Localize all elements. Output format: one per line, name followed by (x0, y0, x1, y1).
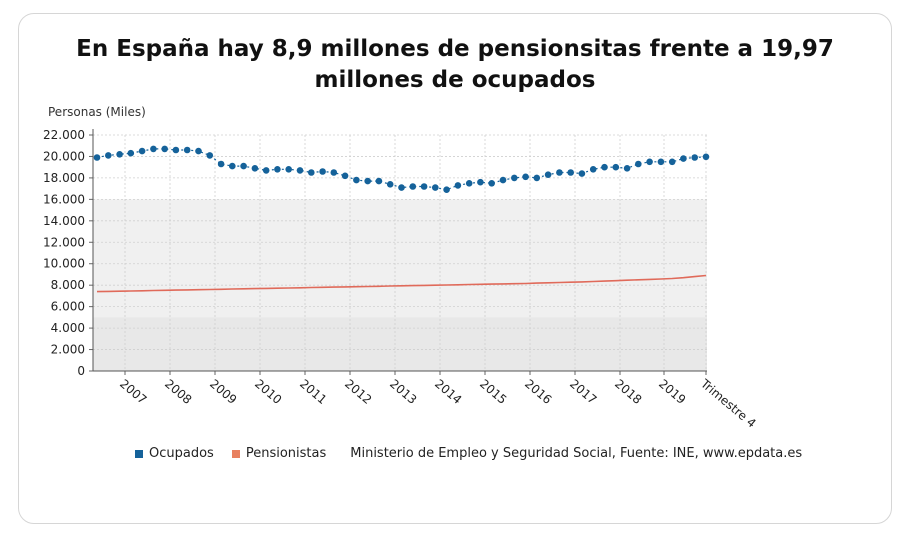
point-ocupados (127, 149, 135, 157)
point-ocupados (341, 172, 349, 180)
point-ocupados (612, 163, 620, 171)
point-ocupados (522, 173, 529, 181)
point-ocupados (556, 169, 563, 176)
legend-pensionistas[interactable]: Pensionistas (231, 446, 327, 461)
x-tick-label: 2017 (567, 377, 599, 407)
source-text: Ministerio de Empleo y Seguridad Social,… (350, 446, 803, 461)
legend-ocupados-label: Ocupados (149, 446, 214, 461)
point-ocupados (150, 145, 157, 153)
y-tick-label: 12.000 (43, 235, 85, 249)
point-ocupados (161, 145, 168, 153)
x-tick-label: Trimestre 4 (697, 376, 758, 431)
y-tick-label: 10.000 (43, 257, 85, 271)
point-ocupados (262, 167, 270, 174)
point-ocupados (578, 170, 586, 177)
x-tick-label: 2008 (162, 377, 194, 407)
point-ocupados (206, 152, 214, 159)
y-axis-label: Personas (Miles) (48, 105, 146, 119)
point-ocupados (488, 180, 496, 187)
x-tick-label: 2007 (117, 377, 149, 407)
legend-ocupados-swatch (135, 449, 143, 458)
point-ocupados (386, 181, 394, 188)
point-ocupados (544, 171, 552, 178)
point-ocupados (353, 176, 360, 184)
point-ocupados (116, 151, 123, 158)
point-ocupados (195, 147, 202, 155)
point-ocupados (240, 162, 247, 170)
point-ocupados (274, 166, 281, 173)
point-ocupados (589, 166, 597, 173)
point-ocupados (172, 146, 180, 154)
x-tick-label: 2011 (297, 377, 329, 407)
legend-ocupados[interactable]: Ocupados (135, 446, 214, 461)
legend-pensionistas-swatch (231, 449, 240, 458)
x-tick-label: 2010 (252, 377, 284, 407)
y-tick-label: 20.000 (43, 149, 85, 163)
point-ocupados (183, 146, 191, 154)
point-ocupados (375, 177, 383, 185)
y-tick-label: 14.000 (43, 214, 85, 228)
point-ocupados (217, 160, 225, 168)
point-ocupados (105, 152, 112, 159)
point-ocupados (93, 154, 101, 161)
point-ocupados (477, 178, 484, 186)
y-tick-label: 16.000 (43, 192, 85, 206)
point-ocupados (499, 176, 507, 184)
point-ocupados (319, 168, 326, 175)
point-ocupados (680, 155, 687, 162)
point-ocupados (465, 180, 473, 187)
point-ocupados (646, 158, 653, 166)
point-ocupados (229, 162, 236, 170)
point-ocupados (409, 183, 417, 190)
x-tick-label: 2009 (207, 377, 239, 407)
point-ocupados (668, 158, 676, 166)
point-ocupados (691, 154, 698, 161)
point-ocupados (635, 160, 642, 168)
point-ocupados (432, 184, 439, 191)
point-ocupados (623, 165, 631, 172)
y-tick-label: 18.000 (43, 171, 85, 185)
x-tick-label: 2015 (477, 377, 509, 407)
point-ocupados (454, 182, 462, 189)
point-ocupados (296, 167, 304, 174)
x-tick-label: 2019 (656, 377, 688, 407)
point-ocupados (657, 158, 665, 166)
chart-title: En España hay 8,9 millones de pensionsit… (76, 36, 834, 93)
y-tick-label: 22.000 (43, 128, 85, 142)
x-tick-label: 2012 (342, 377, 374, 407)
point-ocupados (702, 153, 710, 161)
point-ocupados (330, 169, 338, 176)
y-tick-label: 2.000 (51, 343, 85, 357)
background-band-lower (93, 317, 707, 371)
point-ocupados (364, 177, 372, 185)
series-line-pensionistas (96, 274, 707, 293)
legend-pensionistas-label: Pensionistas (245, 446, 327, 461)
x-tick-label: 2013 (387, 377, 419, 407)
x-tick-label: 2016 (522, 377, 554, 407)
point-ocupados (251, 165, 259, 172)
point-ocupados (308, 169, 315, 176)
point-ocupados (398, 184, 405, 191)
point-ocupados (567, 169, 574, 176)
y-tick-label: 8.000 (51, 278, 85, 292)
x-tick-label: 2018 (612, 377, 644, 407)
point-ocupados (601, 163, 608, 171)
y-tick-label: 0 (77, 364, 85, 378)
x-tick-label: 2014 (432, 377, 464, 407)
point-ocupados (285, 166, 293, 173)
y-tick-label: 6.000 (51, 300, 85, 314)
point-ocupados (533, 174, 541, 182)
point-ocupados (443, 186, 450, 193)
point-ocupados (420, 183, 428, 190)
point-ocupados (138, 147, 146, 155)
legend: Ocupados Pensionistas Ministerio de Empl… (135, 446, 802, 461)
y-tick-label: 4.000 (51, 321, 85, 335)
point-ocupados (511, 174, 518, 182)
